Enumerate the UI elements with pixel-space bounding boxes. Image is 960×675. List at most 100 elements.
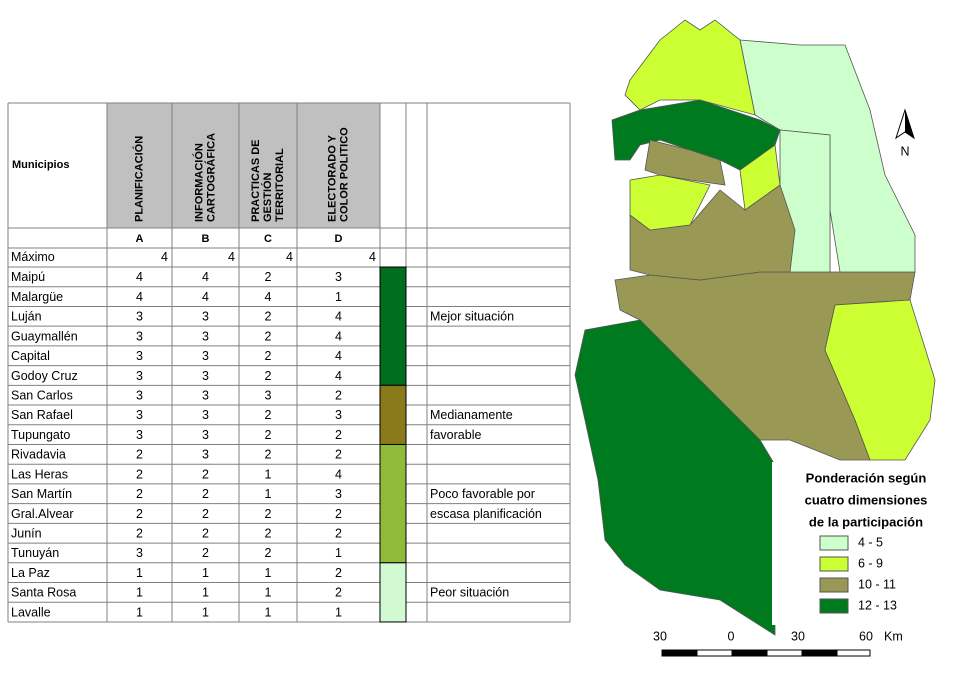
cell-value: 1 — [265, 487, 272, 501]
column-letter: C — [264, 233, 272, 245]
legend-label: 4 - 5 — [858, 535, 883, 549]
cell-value: 3 — [136, 369, 143, 383]
cell-value: 3 — [136, 408, 143, 422]
cell-value: 4 — [202, 290, 209, 304]
cell-value: 4 — [202, 270, 209, 284]
legend-label: 10 - 11 — [858, 577, 896, 591]
cell-value: 3 — [136, 546, 143, 560]
group-color — [379, 266, 407, 386]
cell-value: 2 — [265, 369, 272, 383]
cell-value: 2 — [265, 527, 272, 541]
scale-label: 0 — [728, 629, 735, 643]
cell-value: 2 — [265, 507, 272, 521]
cell-value: 3 — [202, 369, 209, 383]
legend-title: Ponderación según — [806, 470, 927, 485]
municipio: San Martín — [11, 487, 72, 501]
cell-value: 1 — [265, 566, 272, 580]
cell-value: 4 — [335, 349, 342, 363]
cell-value: 2 — [335, 448, 342, 462]
legend-title: de la participación — [809, 514, 923, 529]
scale-segment — [731, 649, 768, 657]
municipio: San Rafael — [11, 408, 73, 422]
cell-value: 3 — [202, 388, 209, 402]
cell-value: 1 — [136, 566, 143, 580]
municipio: Las Heras — [11, 467, 68, 481]
municipio: La Paz — [11, 566, 50, 580]
scale-segment — [801, 649, 838, 657]
column-letter: B — [202, 233, 210, 245]
cell-value: 3 — [335, 270, 342, 284]
municipio: Lavalle — [11, 605, 51, 619]
legend-swatch — [819, 535, 849, 551]
cell-value: 1 — [202, 566, 209, 580]
column-header: TERRITORIAL — [274, 148, 286, 222]
municipio: Tupungato — [11, 428, 70, 442]
north-arrow — [895, 108, 915, 140]
cell-value: 3 — [202, 329, 209, 343]
municipio: Tunuyán — [11, 546, 59, 560]
cell-value: 3 — [136, 310, 143, 324]
cell-value: 3 — [202, 349, 209, 363]
cell-value: 3 — [136, 428, 143, 442]
cell-value: 3 — [136, 349, 143, 363]
cell-value: 2 — [202, 527, 209, 541]
municipio: Malargüe — [11, 290, 63, 304]
cell-value: 1 — [265, 467, 272, 481]
cell-value: 2 — [265, 270, 272, 284]
legend-swatch — [819, 598, 849, 614]
municipio: San Carlos — [11, 388, 73, 402]
cell-value: 2 — [136, 527, 143, 541]
group-color — [379, 443, 407, 564]
cell-value: 1 — [335, 546, 342, 560]
municipio: Godoy Cruz — [11, 369, 78, 383]
municipio: Gral.Alvear — [11, 507, 74, 521]
municipio: Maipú — [11, 270, 45, 284]
region — [739, 144, 781, 211]
cell-value: 4 — [335, 369, 342, 383]
column-letter: D — [335, 233, 343, 245]
region — [574, 319, 776, 636]
note: escasa planificación — [430, 507, 542, 521]
cell-value: 2 — [335, 428, 342, 442]
cell-value: 3 — [335, 408, 342, 422]
arrow — [905, 110, 914, 138]
cell-value: 2 — [335, 566, 342, 580]
note: Peor situación — [430, 586, 509, 600]
legend-label: 6 - 9 — [858, 556, 883, 570]
north-label: N — [900, 144, 909, 158]
group-color — [379, 562, 407, 623]
cell-value: 4 — [335, 310, 342, 324]
scale-segment — [766, 649, 803, 657]
cell-value: 2 — [335, 388, 342, 402]
scale-unit: Km — [884, 629, 903, 643]
cell-value: 3 — [202, 408, 209, 422]
legend-swatch — [819, 577, 849, 593]
municipio: Junín — [11, 527, 42, 541]
cell-value: 2 — [265, 310, 272, 324]
note: favorable — [430, 428, 481, 442]
cell-value: 2 — [265, 408, 272, 422]
scale-segment — [836, 649, 871, 657]
cell-value: 1 — [265, 586, 272, 600]
group-color — [379, 384, 407, 445]
column-header: ELECTORADO Y — [326, 134, 338, 222]
cell-value: 3 — [202, 310, 209, 324]
note: Medianamente — [430, 408, 513, 422]
column-letter: A — [136, 233, 144, 245]
cell-value: 3 — [202, 428, 209, 442]
cell-value: 1 — [202, 605, 209, 619]
column-header: PRACTICAS DE — [250, 139, 262, 222]
region — [644, 139, 726, 186]
cell-value: 2 — [202, 487, 209, 501]
cell-value: 3 — [202, 448, 209, 462]
cell-value: 2 — [136, 507, 143, 521]
cell-value: 3 — [335, 487, 342, 501]
scale-segment — [661, 649, 698, 657]
header-cell — [107, 103, 380, 228]
cell-value: 2 — [136, 467, 143, 481]
cell-value: 2 — [265, 329, 272, 343]
cell-value: 1 — [136, 605, 143, 619]
municipio: Guaymallén — [11, 329, 78, 343]
column-header: COLOR POLITICO — [338, 127, 350, 222]
municipio: Santa Rosa — [11, 586, 76, 600]
